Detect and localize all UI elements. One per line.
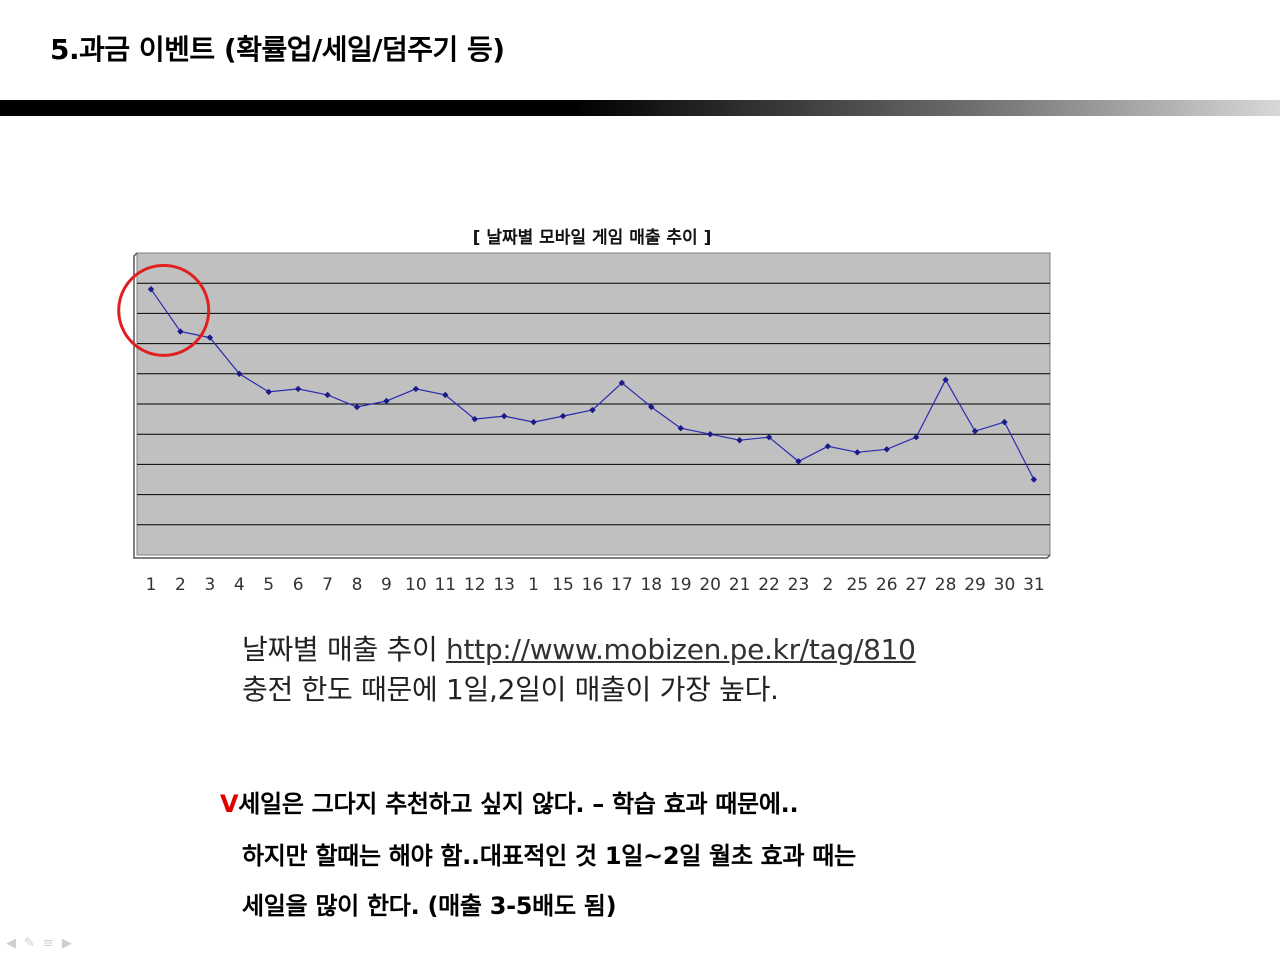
- x-tick-label: 12: [464, 575, 486, 595]
- data-point: [677, 424, 684, 432]
- x-tick-label: 26: [876, 575, 898, 595]
- x-tick-label: 30: [994, 575, 1016, 595]
- data-point: [589, 406, 596, 414]
- x-tick-label: 25: [846, 575, 868, 595]
- data-point: [559, 412, 567, 420]
- x-tick-label: 20: [699, 575, 721, 595]
- data-point: [942, 376, 949, 384]
- data-point: [412, 385, 420, 393]
- x-tick-label: 5: [263, 575, 274, 595]
- x-tick-label: 1: [528, 575, 539, 595]
- x-tick-label: 1: [146, 575, 157, 595]
- next-icon[interactable]: ▶: [61, 936, 72, 951]
- data-point: [648, 403, 655, 411]
- data-point: [294, 385, 302, 393]
- x-tick-label: 17: [611, 575, 633, 595]
- chart-title: [ 날짜별 모바일 게임 매출 추이 ]: [473, 227, 712, 248]
- x-tick-label: 2: [822, 575, 833, 595]
- data-point: [1001, 418, 1008, 426]
- x-tick-label: 15: [552, 575, 574, 595]
- check-mark: V: [220, 790, 239, 818]
- data-point: [383, 397, 390, 405]
- data-point: [912, 434, 920, 441]
- data-point: [177, 328, 184, 335]
- prev-icon[interactable]: ◀: [6, 936, 16, 951]
- data-point: [500, 412, 508, 420]
- data-point: [618, 379, 626, 387]
- data-point: [883, 446, 890, 453]
- plot-frame: [133, 252, 1051, 559]
- x-tick-label: 10: [405, 575, 427, 595]
- x-tick-label: 13: [493, 575, 515, 595]
- x-tick-label: 29: [964, 575, 986, 595]
- caption-line-1: 날짜별 매출 추이 http://www.mobizen.pe.kr/tag/8…: [242, 628, 916, 668]
- x-tick-label: 22: [758, 575, 780, 595]
- data-point: [854, 449, 861, 456]
- x-tick-label: 4: [234, 575, 245, 595]
- data-point: [147, 286, 155, 293]
- note-line-3: 세일을 많이 한다. (매출 3-5배도 됨): [242, 892, 617, 920]
- caption-line-2: 충전 한도 때문에 1일,2일이 매출이 가장 높다.: [242, 673, 779, 706]
- title-divider-bar: [0, 100, 1280, 116]
- x-tick-label: 2: [175, 575, 186, 595]
- highlight-circle: [117, 263, 211, 357]
- menu-icon[interactable]: ≡: [42, 936, 54, 951]
- data-point: [706, 431, 714, 438]
- data-point: [824, 443, 832, 450]
- plot-area: 1 2 3 4 5 6 7 8 9 10 11 12 13 1 15 16 17 18 19 20 21 22 23 2 25 2…: [117, 252, 1051, 595]
- data-point: [206, 334, 214, 341]
- data-point: [530, 418, 537, 426]
- data-point: [471, 415, 478, 423]
- data-point: [765, 434, 773, 441]
- x-tick-label: 7: [322, 575, 333, 595]
- data-point: [324, 391, 331, 399]
- data-point: [736, 437, 743, 444]
- x-tick-label: 11: [434, 575, 456, 595]
- data-point: [795, 458, 802, 465]
- source-link[interactable]: http://www.mobizen.pe.kr/tag/810: [446, 633, 916, 666]
- x-tick-label: 23: [788, 575, 810, 595]
- slide-title: 5.과금 이벤트 (확률업/세일/덤주기 등): [50, 33, 505, 66]
- x-tick-label: 9: [381, 575, 392, 595]
- data-point: [1030, 476, 1038, 483]
- note-line-2: 하지만 할때는 해야 함..대표적인 것 1일~2일 월초 효과 때는: [242, 842, 856, 870]
- x-tick-label: 21: [729, 575, 751, 595]
- x-tick-label: 18: [640, 575, 662, 595]
- x-tick-label: 31: [1023, 575, 1045, 595]
- data-point: [353, 403, 361, 411]
- data-point: [265, 388, 272, 396]
- slide-nav: ◀ ✎ ≡ ▶: [6, 936, 72, 951]
- x-tick-label: 28: [935, 575, 957, 595]
- note-line-1: V세일은 그다지 추천하고 싶지 않다. – 학습 효과 때문에..: [220, 784, 799, 819]
- x-tick-label: 6: [293, 575, 304, 595]
- x-tick-label: 19: [670, 575, 692, 595]
- pen-icon[interactable]: ✎: [24, 936, 35, 951]
- x-tick-label: 27: [905, 575, 927, 595]
- x-tick-label: 8: [352, 575, 363, 595]
- note-text-1: 세일은 그다지 추천하고 싶지 않다. – 학습 효과 때문에..: [238, 790, 799, 818]
- x-tick-label: 3: [204, 575, 215, 595]
- data-point: [236, 370, 243, 377]
- caption-text-1: 날짜별 매출 추이: [242, 633, 447, 666]
- x-tick-label: 16: [582, 575, 604, 595]
- data-point: [971, 427, 979, 435]
- data-point: [442, 391, 449, 399]
